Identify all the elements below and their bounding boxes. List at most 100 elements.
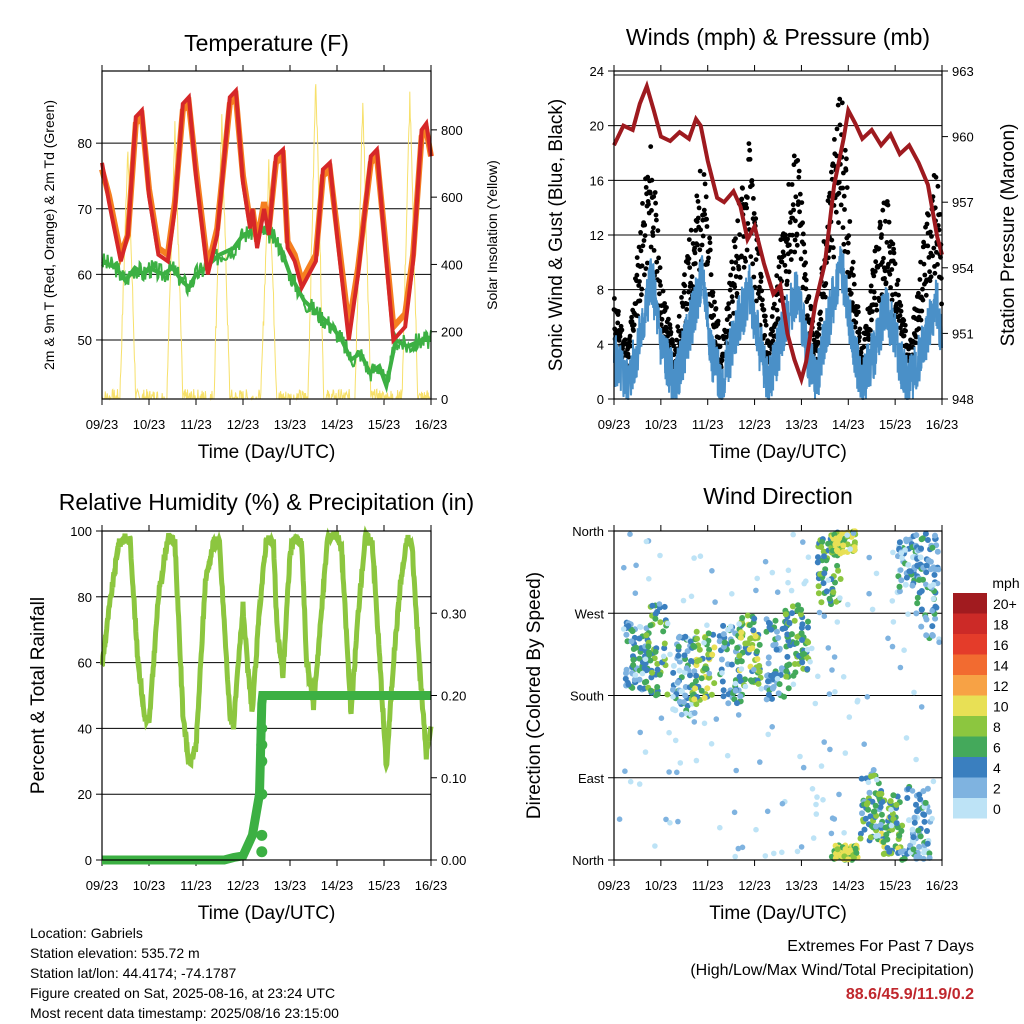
direction-point xyxy=(738,666,745,672)
gust-point xyxy=(645,174,651,180)
direction-point xyxy=(762,853,769,859)
gust-point xyxy=(626,354,631,360)
gust-point xyxy=(747,156,753,162)
direction-point xyxy=(821,613,828,619)
gust-point xyxy=(913,340,918,346)
direction-point xyxy=(750,627,757,634)
direction-point xyxy=(887,798,894,805)
gust-point xyxy=(796,168,802,174)
direction-point xyxy=(713,716,720,722)
direction-point xyxy=(719,678,726,685)
x-tick-label: 15/23 xyxy=(368,878,401,893)
direction-point xyxy=(923,562,930,569)
gust-point xyxy=(779,259,785,265)
gust-point xyxy=(792,249,798,255)
extremes-box: Extremes For Past 7 Days (High/Low/Max W… xyxy=(690,935,974,1007)
gust-point xyxy=(658,322,664,327)
y-right-tick-label: 963 xyxy=(952,64,974,79)
gust-point xyxy=(688,227,694,233)
direction-point xyxy=(711,680,718,687)
direction-point xyxy=(637,684,643,691)
direction-point xyxy=(918,545,924,552)
direction-point xyxy=(732,853,738,860)
gust-point xyxy=(794,242,800,248)
gust-point xyxy=(616,338,622,343)
direction-point xyxy=(871,772,878,779)
direction-point xyxy=(683,710,689,717)
direction-point xyxy=(731,809,738,816)
direction-point xyxy=(918,606,925,613)
gust-point xyxy=(639,263,645,269)
x-tick-label: 10/23 xyxy=(133,878,166,893)
gust-point xyxy=(653,212,659,218)
gust-point xyxy=(693,228,699,233)
gust-point xyxy=(873,259,879,265)
gust-point xyxy=(645,260,650,266)
direction-point xyxy=(683,665,690,671)
plot-frame xyxy=(101,530,432,861)
direction-point xyxy=(735,712,742,718)
direction-point xyxy=(815,673,821,680)
direction-point xyxy=(913,801,919,808)
direction-point xyxy=(762,558,769,565)
direction-point xyxy=(916,791,923,798)
direction-point xyxy=(833,598,840,605)
direction-point xyxy=(664,620,671,627)
direction-point xyxy=(630,662,637,668)
gust-point xyxy=(883,280,889,286)
gust-point xyxy=(687,265,693,270)
direction-point xyxy=(805,639,812,646)
direction-point xyxy=(697,553,704,559)
gust-point xyxy=(786,269,792,275)
direction-point xyxy=(914,600,921,607)
direction-point xyxy=(837,595,843,601)
direction-point xyxy=(804,666,811,672)
gust-point xyxy=(651,194,657,200)
gust-point xyxy=(730,266,736,272)
gust-point xyxy=(758,274,764,280)
direction-point xyxy=(842,750,849,756)
direction-point xyxy=(769,569,776,576)
direction-point xyxy=(771,850,777,857)
x-tick-label: 09/23 xyxy=(86,417,119,432)
direction-point xyxy=(789,610,795,617)
gust-point xyxy=(836,190,842,196)
direction-point xyxy=(737,657,744,664)
gust-point xyxy=(840,185,846,191)
direction-point xyxy=(897,848,904,855)
direction-point xyxy=(922,614,929,621)
direction-point xyxy=(859,810,865,817)
direction-point xyxy=(670,669,677,676)
direction-point xyxy=(821,739,827,745)
gust-point xyxy=(890,241,896,247)
gust-point xyxy=(831,254,837,260)
direction-point xyxy=(862,815,869,822)
y-tick-label: 60 xyxy=(78,267,92,282)
gust-point xyxy=(838,202,844,208)
direction-point xyxy=(768,626,775,633)
gust-point xyxy=(617,334,623,339)
direction-point xyxy=(779,849,785,856)
direction-point xyxy=(777,672,784,678)
y-right-tick-label: 0.10 xyxy=(441,771,466,786)
gust-point xyxy=(627,339,633,344)
direction-point xyxy=(627,778,634,785)
gust-point xyxy=(871,289,877,295)
direction-point xyxy=(736,621,742,627)
gust-point xyxy=(666,316,671,322)
y-tick-label: 12 xyxy=(590,228,604,243)
gust-point xyxy=(704,224,710,229)
direction-point xyxy=(815,583,822,590)
direction-point xyxy=(632,672,639,678)
legend-swatch xyxy=(953,613,987,634)
gust-point xyxy=(930,253,935,259)
direction-point xyxy=(734,644,741,651)
direction-point xyxy=(680,699,687,706)
gust-point xyxy=(903,328,908,334)
gust-point xyxy=(729,294,735,300)
gust-point xyxy=(646,201,651,207)
gust-point xyxy=(636,244,642,250)
gust-point xyxy=(886,261,891,267)
direction-point xyxy=(701,720,708,727)
gust-point xyxy=(868,283,874,289)
